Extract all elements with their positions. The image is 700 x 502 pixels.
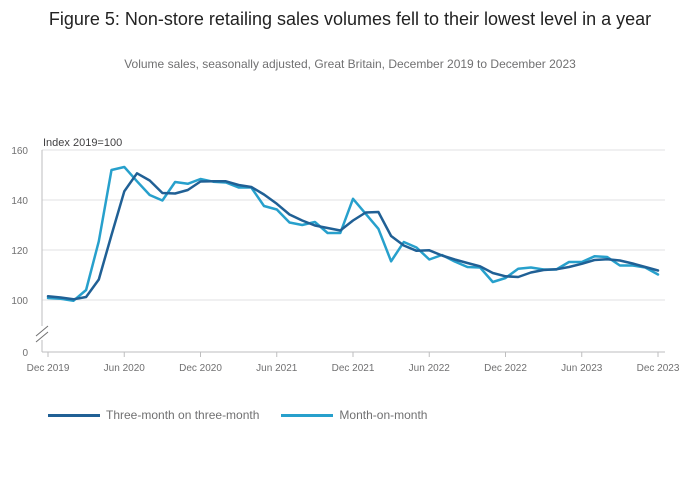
legend-swatch-three-month xyxy=(48,413,100,417)
axis-break-gap xyxy=(0,327,670,339)
legend-label-three-month: Three-month on three-month xyxy=(106,408,260,422)
y-axis-unit-label: Index 2019=100 xyxy=(43,137,122,149)
axis-break-marks xyxy=(0,325,670,343)
x-tick-label-30: Jun 2022 xyxy=(409,363,451,374)
x-tick-label-48: Dec 2023 xyxy=(637,363,680,374)
y-tick-label-120: 120 xyxy=(11,246,28,257)
x-axis-ticks: Dec 2019 Jun 2020 Dec 2020 Jun 2021 Dec 2021… xyxy=(27,352,680,374)
x-tick-label-24: Dec 2021 xyxy=(332,363,375,374)
legend-label-month-on-month: Month-on-month xyxy=(339,408,428,422)
chart-legend: Three-month on three-month Month-on-mont… xyxy=(48,408,449,422)
x-tick-label-42: Jun 2023 xyxy=(561,363,603,374)
y-tick-label-100: 100 xyxy=(11,296,28,307)
axis-break-mark-1 xyxy=(35,325,49,337)
axis-break-mark-2 xyxy=(35,331,49,343)
legend-item-month-on-month[interactable]: Month-on-month xyxy=(281,408,427,422)
y-tick-label-0: 0 xyxy=(22,348,28,359)
chart-title: Figure 5: Non-store retailing sales volu… xyxy=(48,9,652,29)
x-tick-label-18: Jun 2021 xyxy=(256,363,298,374)
x-tick-label-36: Dec 2022 xyxy=(484,363,527,374)
x-tick-label-12: Dec 2020 xyxy=(179,363,222,374)
legend-swatch-month-on-month xyxy=(281,413,334,417)
y-axis-ticks: 0 100 120 140 160 xyxy=(11,146,28,359)
series-line-three-month xyxy=(46,172,660,301)
x-tick-label-0: Dec 2019 xyxy=(27,363,70,374)
series-line-month-on-month xyxy=(46,165,660,303)
y-tick-label-140: 140 xyxy=(11,196,28,207)
series-lines xyxy=(46,165,660,303)
chart-subtitle: Volume sales, seasonally adjusted, Great… xyxy=(124,57,576,71)
x-tick-label-6: Jun 2020 xyxy=(104,363,146,374)
legend-item-three-month[interactable]: Three-month on three-month xyxy=(48,408,259,422)
y-tick-label-160: 160 xyxy=(11,146,28,157)
